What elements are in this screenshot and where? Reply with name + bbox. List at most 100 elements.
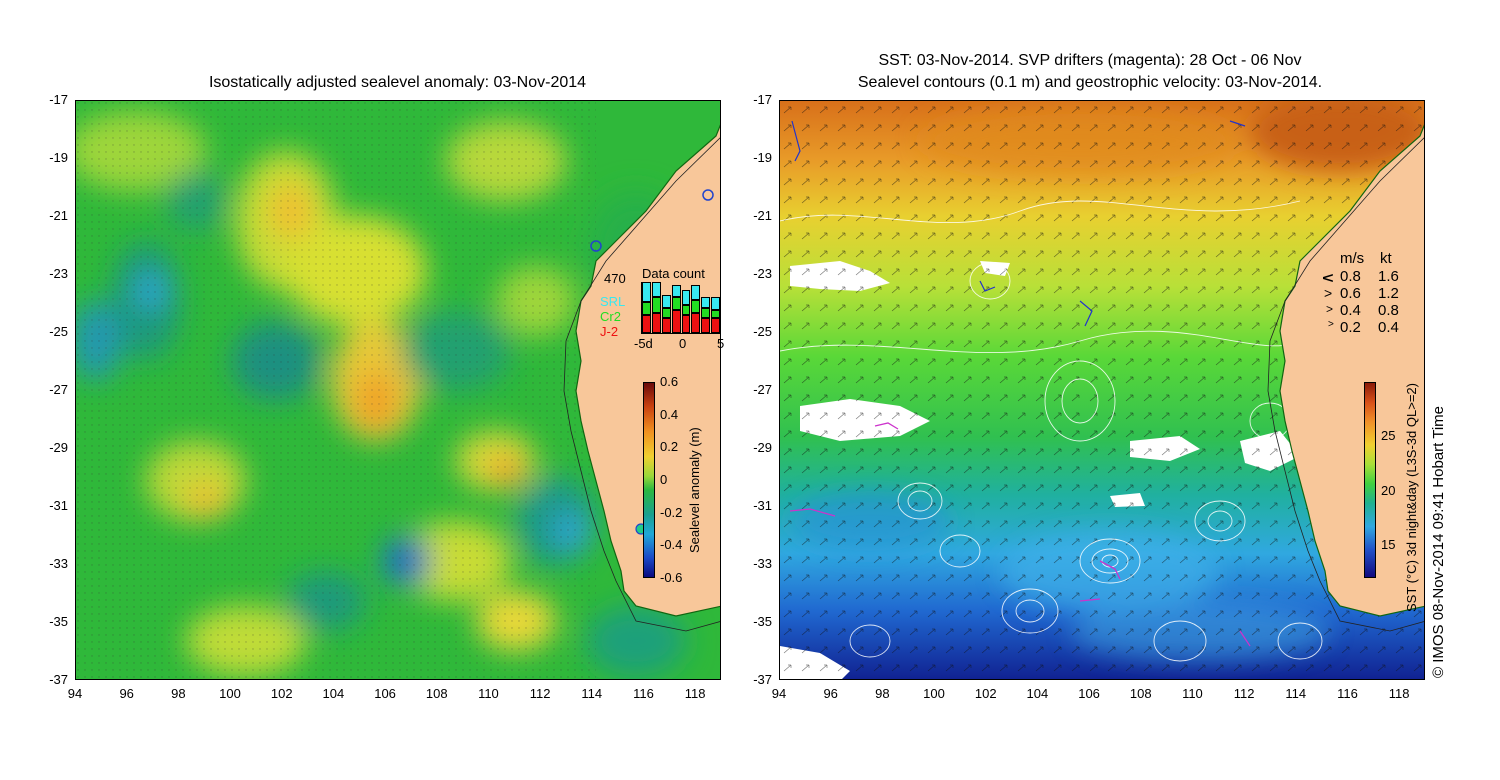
velocity-kt-value: 1.6: [1378, 268, 1399, 285]
histogram-bar-srl: [651, 282, 661, 298]
x-tick-label: 108: [1129, 686, 1152, 701]
y-tick-label: -33: [753, 556, 772, 571]
histogram-bar-j2: [671, 310, 681, 333]
x-tick-label: 102: [974, 686, 997, 701]
x-tick-label: 98: [875, 686, 890, 701]
histogram-bar-cr2: [642, 302, 651, 316]
x-tick-label: 106: [1078, 686, 1100, 701]
tide-gauge-marker: [702, 189, 714, 201]
x-tick-label: 100: [923, 686, 945, 701]
histogram-bar-srl: [661, 294, 671, 308]
x-tick-label: 114: [581, 686, 603, 701]
velocity-arrow-icon: >: [1328, 319, 1334, 330]
histogram-bar-j2: [681, 315, 691, 333]
bathymetry-contour: [563, 137, 720, 632]
legend-srl: SRL: [600, 294, 626, 309]
data-count-max: 470: [604, 271, 626, 286]
drifter-tracks-blue: [791, 120, 1246, 327]
colorbar-tick-label: 15: [1381, 537, 1396, 553]
y-tick-label: -31: [49, 498, 68, 513]
velocity-legend-kt-header: kt: [1380, 250, 1392, 267]
y-tick-label: -25: [753, 324, 772, 339]
x-tick-label: 110: [478, 686, 499, 701]
x-tick-label: 98: [171, 686, 186, 701]
histogram-bar-cr2: [691, 299, 701, 313]
x-tick-label: 108: [425, 686, 448, 701]
y-tick-label: -27: [49, 382, 68, 397]
data-count-title: Data count: [642, 266, 705, 281]
x-tick-label: 118: [1388, 686, 1410, 701]
colorbar-tick-label: -0.4: [660, 537, 683, 553]
coastline: [1279, 124, 1424, 617]
histogram-bar-cr2: [671, 297, 681, 311]
left-sealevel-map: [75, 100, 721, 680]
y-tick-label: -27: [753, 382, 772, 397]
y-tick-label: -17: [49, 92, 68, 107]
histogram-bar-srl: [671, 284, 681, 298]
australia-land: [576, 126, 720, 616]
velocity-arrow-icon: ∨: [1319, 271, 1339, 285]
histogram-bar-j2: [701, 317, 711, 333]
legend-j2: J-2: [600, 324, 619, 339]
tide-gauge-marker: [590, 240, 602, 252]
velocity-arrow-icon: >: [1324, 285, 1333, 301]
y-tick-label: -17: [753, 92, 772, 107]
histogram-bar-cr2: [681, 304, 691, 316]
y-tick-label: -37: [49, 672, 68, 687]
x-tick-label: 106: [374, 686, 396, 701]
x-tick-label: 94: [67, 686, 83, 701]
x-tick-label: 102: [270, 686, 293, 701]
sealevel-contours: [780, 200, 1323, 662]
y-tick-label: -31: [753, 498, 772, 513]
hist-xtick-right: 5: [717, 336, 725, 351]
x-tick-label: 96: [119, 686, 134, 701]
colorbar-tick-label: 0.6: [660, 374, 679, 389]
y-tick-label: -19: [49, 150, 68, 165]
x-tick-label: 112: [529, 686, 551, 701]
y-tick-label: -21: [753, 208, 772, 223]
velocity-kt-value: 0.4: [1378, 319, 1399, 336]
imos-credit: © IMOS 08-Nov-2014 09:41 Hobart Time: [1430, 405, 1447, 678]
data-count-histogram: [641, 282, 721, 334]
histogram-bar-j2: [711, 317, 720, 333]
y-tick-label: -37: [753, 672, 772, 687]
y-tick-label: -29: [49, 440, 68, 455]
x-tick-label: 96: [823, 686, 838, 701]
histogram-bar-cr2: [711, 310, 720, 318]
sst-colorbar: [1364, 382, 1376, 578]
colorbar-tick-label: 20: [1381, 482, 1396, 498]
histogram-bar-cr2: [661, 307, 671, 318]
colorbar-tick-label: -0.6: [660, 570, 683, 585]
y-tick-label: -21: [49, 208, 68, 223]
velocity-ms-value: 0.6: [1340, 285, 1361, 302]
x-tick-label: 116: [1337, 686, 1358, 701]
colorbar-tick-label: 0.4: [660, 406, 679, 422]
coastline: [575, 124, 720, 617]
sst-field: [780, 101, 1424, 679]
y-tick-label: -29: [753, 440, 772, 455]
histogram-bar-srl: [642, 282, 651, 303]
velocity-kt-value: 1.2: [1378, 285, 1399, 302]
y-tick-label: -33: [49, 556, 68, 571]
colorbar-tick-label: 0.2: [660, 439, 679, 455]
histogram-bar-srl: [691, 284, 701, 300]
y-tick-label: -19: [753, 150, 772, 165]
x-tick-label: 104: [322, 686, 345, 701]
bathymetry-contour: [1267, 137, 1424, 632]
velocity-legend-ms-header: m/s: [1340, 250, 1365, 267]
hist-xtick-left: -5d: [634, 336, 653, 351]
x-tick-label: 118: [684, 686, 706, 701]
velocity-ms-value: 0.4: [1340, 302, 1361, 319]
histogram-bar-srl: [681, 289, 691, 305]
velocity-ms-value: 0.2: [1340, 319, 1361, 336]
hist-xtick-mid: 0: [679, 336, 687, 351]
left-map-title: Isostatically adjusted sealevel anomaly:…: [208, 74, 587, 91]
histogram-bar-cr2: [651, 297, 661, 313]
x-tick-label: 110: [1182, 686, 1203, 701]
x-tick-label: 116: [633, 686, 654, 701]
velocity-ms-value: 0.8: [1340, 268, 1361, 285]
velocity-kt-value: 0.8: [1378, 302, 1399, 319]
sealevel-colorbar-label: Sealevel anomaly (m): [687, 427, 702, 553]
sealevel-colorbar: [643, 382, 655, 578]
right-map-title-line2: Sealevel contours (0.1 m) and geostrophi…: [857, 74, 1323, 91]
